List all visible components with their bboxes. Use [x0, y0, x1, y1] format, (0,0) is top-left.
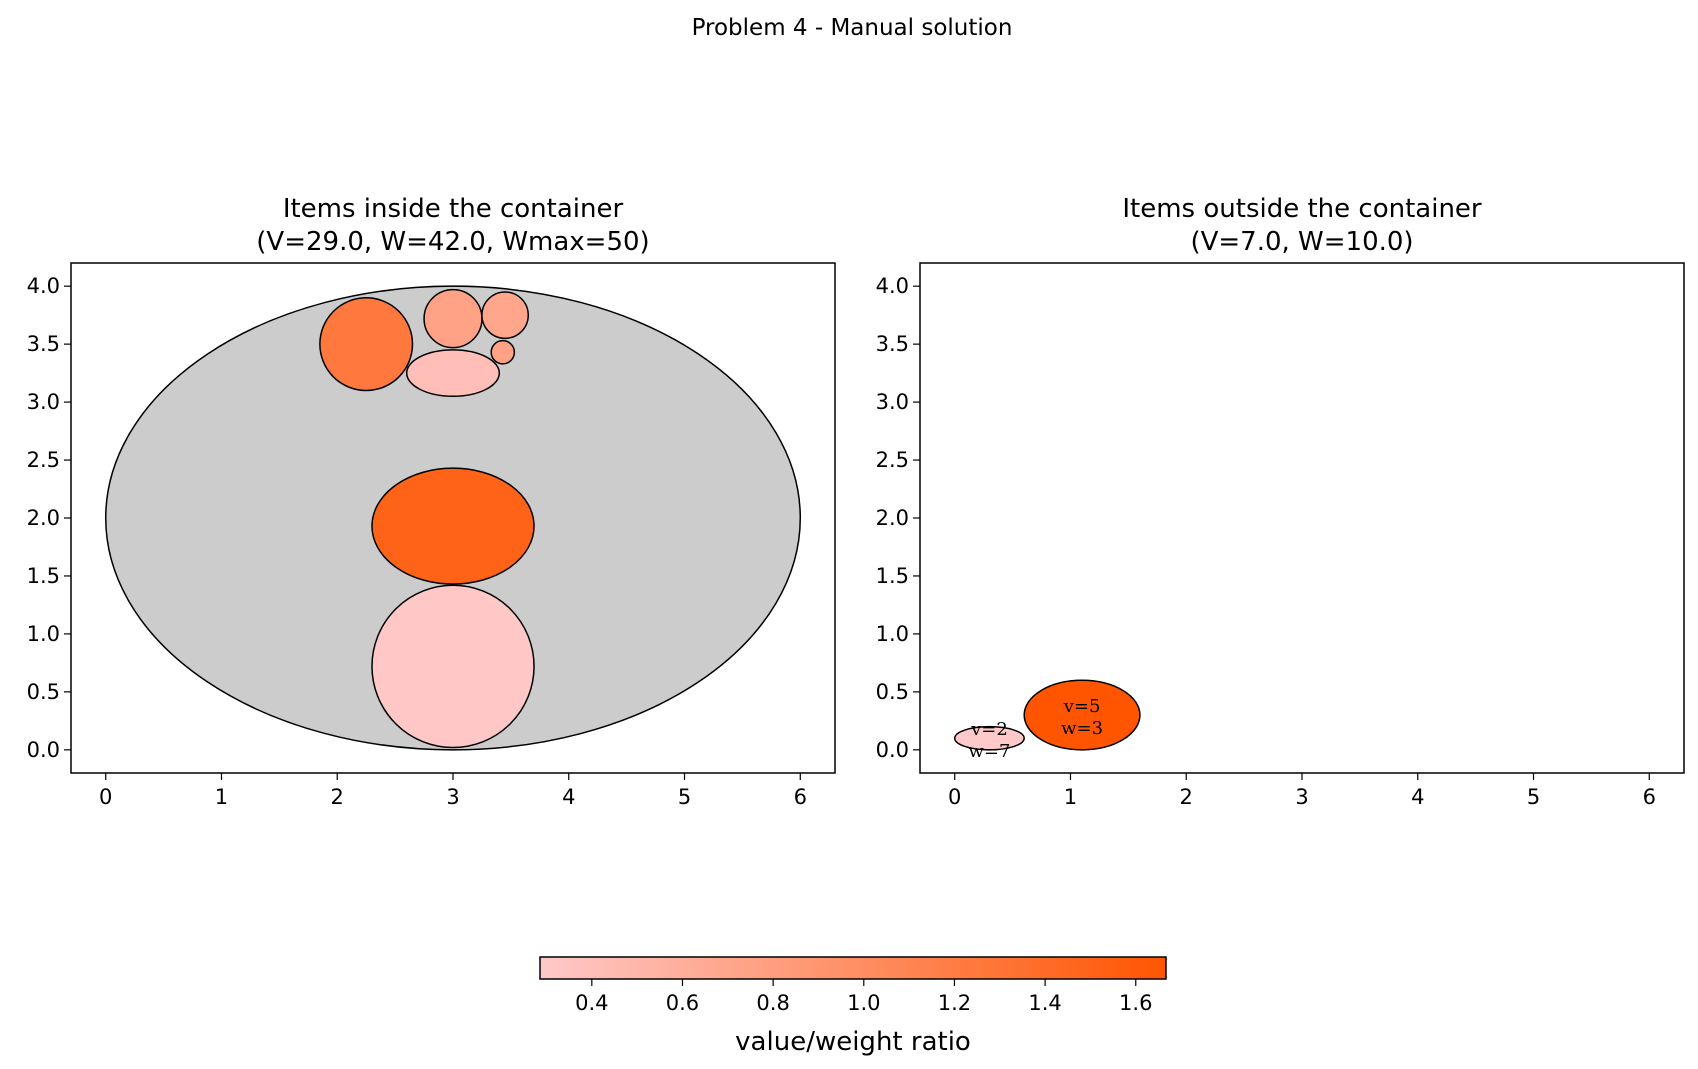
colorbar-gradient [539, 956, 1167, 980]
x-tick-label: 4 [1411, 785, 1424, 809]
x-tick-label: 3 [1295, 785, 1308, 809]
item-weight-label: w=3 [1061, 718, 1103, 739]
x-tick-label: 6 [1643, 785, 1656, 809]
colorbar-tick-label: 1.0 [847, 991, 880, 1015]
panel-inside: Items inside the container (V=29.0, W=42… [27, 194, 836, 809]
y-tick-label: 1.5 [27, 564, 60, 588]
item-ellipse [481, 291, 529, 340]
y-tick-label: 3.0 [876, 390, 909, 414]
panel-inside-title-line2: (V=29.0, W=42.0, Wmax=50) [256, 227, 649, 257]
item-ellipse [371, 467, 535, 585]
panel-outside-title-line2: (V=7.0, W=10.0) [1190, 227, 1413, 257]
y-tick-label: 0.0 [27, 738, 60, 762]
y-tick-label: 2.5 [27, 448, 60, 472]
axes-inside: 0 1 2 3 4 5 6 0.0 0.5 1.0 1.5 2.0 2.5 3.0 3.5 4.0 [27, 274, 807, 809]
y-tick-label: 0.5 [876, 680, 909, 704]
x-tick-label: 5 [1527, 785, 1540, 809]
x-tick-label: 1 [215, 785, 228, 809]
item-ellipse [490, 339, 516, 365]
plot-area-inside [104, 285, 802, 751]
x-tick-label: 6 [794, 785, 807, 809]
colorbar-tick-label: 0.6 [666, 991, 699, 1015]
y-tick-label: 2.0 [27, 506, 60, 530]
y-tick-label: 1.5 [876, 564, 909, 588]
x-tick-label: 0 [948, 785, 961, 809]
item-weight-label: w=7 [968, 741, 1010, 762]
axes-frame-inside [70, 262, 836, 774]
colorbar-tick-label: 0.4 [575, 991, 608, 1015]
item-value-label: v=5 [1063, 696, 1101, 717]
y-tick-label: 3.5 [876, 332, 909, 356]
colorbar: 0.4 0.6 0.8 1.0 1.2 1.4 1.6 value/weight ratio [539, 956, 1167, 1057]
colorbar-ticks: 0.4 0.6 0.8 1.0 1.2 1.4 1.6 [575, 979, 1152, 1015]
colorbar-tick-label: 1.4 [1028, 991, 1061, 1015]
y-tick-label: 3.5 [27, 332, 60, 356]
item-ellipse [423, 288, 483, 349]
item-ellipse [1023, 679, 1141, 751]
y-tick-label: 1.0 [27, 622, 60, 646]
x-tick-label: 5 [678, 785, 691, 809]
panel-inside-title-line1: Items inside the container [283, 194, 624, 224]
plot-area-outside: v=2w=7 v=5w=3 [953, 679, 1141, 762]
item-ellipse [405, 349, 501, 398]
x-tick-label: 1 [1064, 785, 1077, 809]
y-tick-label: 3.0 [27, 390, 60, 414]
panel-outside-title-line1: Items outside the container [1122, 194, 1482, 224]
y-tick-label: 4.0 [27, 274, 60, 298]
x-tick-label: 0 [99, 785, 112, 809]
figure-title: Problem 4 - Manual solution [692, 15, 1013, 41]
item-ellipse [953, 725, 1025, 751]
y-tick-label: 2.5 [876, 448, 909, 472]
colorbar-tick-label: 1.2 [938, 991, 971, 1015]
y-tick-label: 0.5 [27, 680, 60, 704]
panel-outside: Items outside the container (V=7.0, W=10… [876, 194, 1685, 809]
x-tick-label: 3 [446, 785, 459, 809]
item-ellipse [371, 584, 535, 749]
y-tick-label: 1.0 [876, 622, 909, 646]
axes-frame-outside [919, 262, 1685, 774]
colorbar-tick-label: 1.6 [1119, 991, 1152, 1015]
x-tick-label: 2 [331, 785, 344, 809]
y-tick-label: 0.0 [876, 738, 909, 762]
colorbar-tick-label: 0.8 [756, 991, 789, 1015]
y-tick-label: 2.0 [876, 506, 909, 530]
axes-outside: 0 1 2 3 4 5 6 0.0 0.5 1.0 1.5 2.0 2.5 3.0 3.5 4.0 [876, 274, 1656, 809]
item-ellipse [319, 297, 414, 392]
colorbar-label: value/weight ratio [735, 1027, 971, 1057]
x-tick-label: 2 [1180, 785, 1193, 809]
x-tick-label: 4 [562, 785, 575, 809]
y-tick-label: 4.0 [876, 274, 909, 298]
item-value-label: v=2 [970, 719, 1008, 740]
